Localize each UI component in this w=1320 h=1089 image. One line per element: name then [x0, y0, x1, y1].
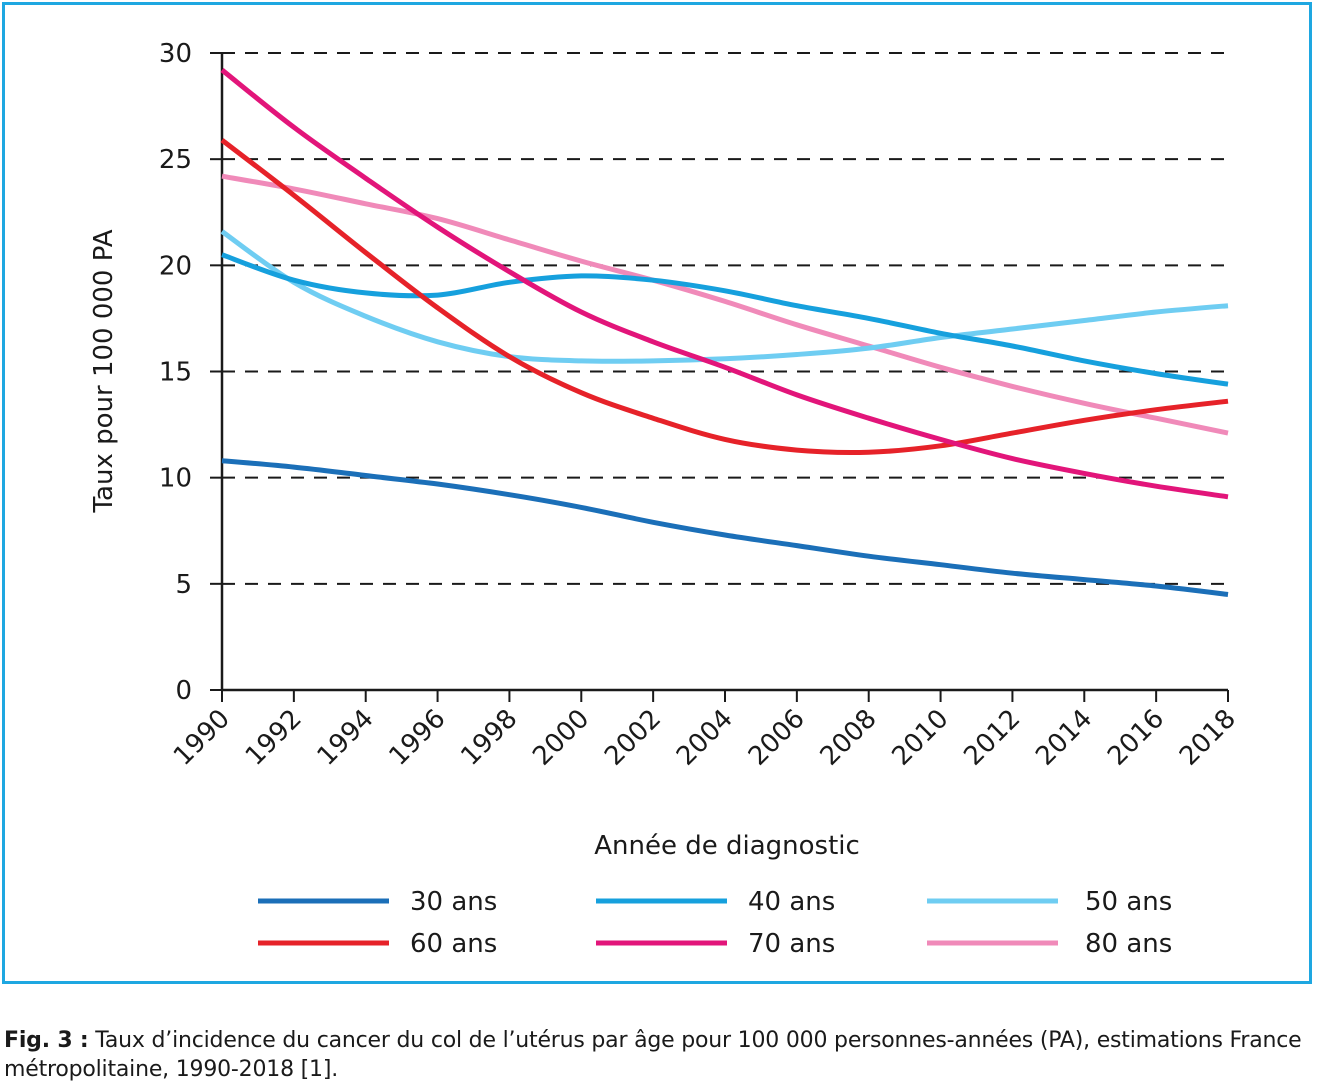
series-line-70-ans [220, 68, 1229, 500]
x-tick-labels: 1990 1992 1994 1996 1998 2000 2002 2004 2006 2008… [168, 704, 1242, 772]
series-line-80-ans [221, 173, 1229, 436]
y-tick-label: 25 [159, 145, 192, 175]
series-line-60-ans [220, 138, 1229, 455]
x-tick-label: 2018 [1174, 704, 1242, 772]
x-tick-label: 2016 [1102, 704, 1170, 772]
y-tick-label: 15 [159, 358, 192, 388]
caption-lead: Fig. 3 : [4, 1028, 89, 1053]
legend-item: 80 ans [927, 929, 1172, 959]
legend-item: 60 ans [258, 929, 497, 959]
x-axis-title: Année de diagnostic [594, 831, 860, 861]
x-tick-label: 1990 [168, 704, 236, 772]
y-axis-title: Taux pour 100 000 PA [89, 229, 119, 513]
legend-label: 60 ans [410, 929, 497, 959]
legend-item: 40 ans [596, 887, 835, 917]
legend-label: 70 ans [748, 929, 835, 959]
series-line-40-ans [221, 252, 1229, 387]
x-tick-label: 2010 [887, 704, 955, 772]
legend-item: 50 ans [927, 887, 1172, 917]
series-line-30-ans [221, 458, 1229, 597]
x-tick-label: 1996 [384, 704, 452, 772]
series-lines [220, 68, 1229, 597]
figure-caption: Fig. 3 : Taux d’incidence du cancer du c… [4, 1026, 1316, 1084]
y-tick-labels: 0 5 10 15 20 25 30 [159, 39, 192, 706]
legend-label: 50 ans [1085, 887, 1172, 917]
legend-label: 80 ans [1085, 929, 1172, 959]
legend-item: 70 ans [596, 929, 835, 959]
x-tick-label: 2002 [599, 704, 667, 772]
x-tick-label: 2004 [671, 704, 739, 772]
x-tick-label: 2008 [815, 704, 883, 772]
x-tick-label: 1992 [240, 704, 308, 772]
axes [210, 52, 1229, 702]
y-tick-label: 20 [159, 251, 192, 281]
y-tick-label: 30 [159, 39, 192, 69]
legend: 30 ans 40 ans 50 ans 60 ans 70 ans 80 ans [258, 887, 1172, 959]
legend-label: 40 ans [748, 887, 835, 917]
x-tick-label: 1994 [312, 704, 380, 772]
legend-item: 30 ans [258, 887, 497, 917]
legend-label: 30 ans [410, 887, 497, 917]
x-tick-label: 2014 [1030, 704, 1098, 772]
caption-text: Taux d’incidence du cancer du col de l’u… [4, 1028, 1302, 1082]
x-tick-label: 2012 [958, 704, 1026, 772]
y-tick-label: 10 [159, 464, 192, 494]
x-tick-label: 2006 [743, 704, 811, 772]
y-tick-label: 5 [175, 570, 192, 600]
x-tick-label: 2000 [527, 704, 595, 772]
series-line-50-ans [220, 229, 1229, 364]
figure-frame [2, 2, 1312, 984]
y-tick-label: 0 [175, 676, 192, 706]
x-tick-label: 1998 [455, 704, 523, 772]
